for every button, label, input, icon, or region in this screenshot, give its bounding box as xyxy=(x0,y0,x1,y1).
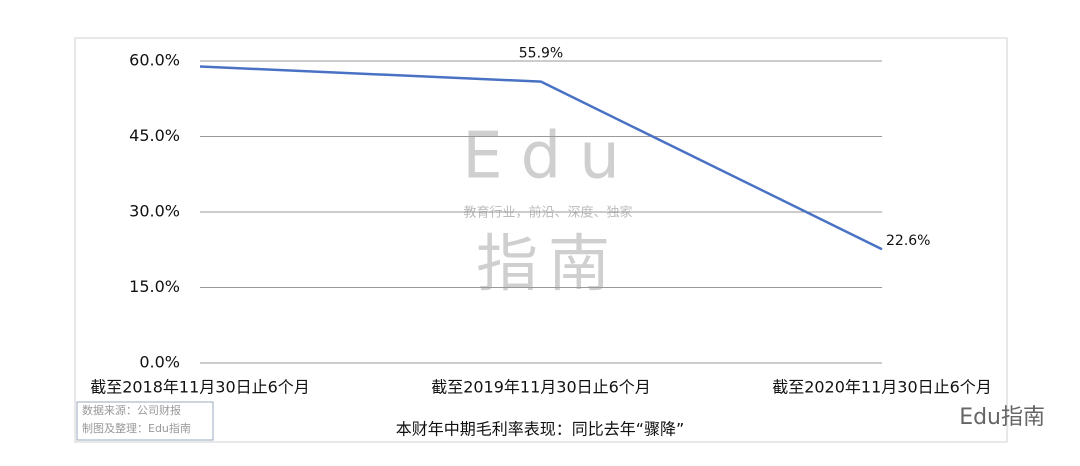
y-tick-label: 0.0% xyxy=(139,353,180,372)
chart-frame xyxy=(74,37,1008,443)
y-tick-label: 30.0% xyxy=(129,202,180,221)
source-text: 数据来源：公司财报 xyxy=(82,403,181,417)
source-box xyxy=(76,401,214,441)
x-tick-label: 截至2019年11月30日止6个月 xyxy=(431,378,651,397)
data-label: 22.6% xyxy=(886,233,930,249)
y-tick-label: 45.0% xyxy=(129,126,180,145)
watermark-text: 指南 xyxy=(476,227,620,300)
x-tick-label: 截至2020年11月30日止6个月 xyxy=(772,378,992,397)
watermark-text: Edu xyxy=(462,120,638,194)
y-tick-label: 15.0% xyxy=(129,277,180,296)
y-tick-label: 60.0% xyxy=(129,51,180,70)
data-line xyxy=(199,65,883,251)
chart-title: 本财年中期毛利率表现：同比去年“骤降” xyxy=(396,420,685,439)
brand: Edu指南 xyxy=(959,405,1045,430)
watermark: Edu 教育行业，前沿、深度、独家 指南 xyxy=(462,120,638,301)
source-text: 制图及整理：Edu指南 xyxy=(82,421,191,435)
x-tick-label: 截至2018年11月30日止6个月 xyxy=(90,378,310,397)
data-label: 55.9% xyxy=(519,46,563,62)
